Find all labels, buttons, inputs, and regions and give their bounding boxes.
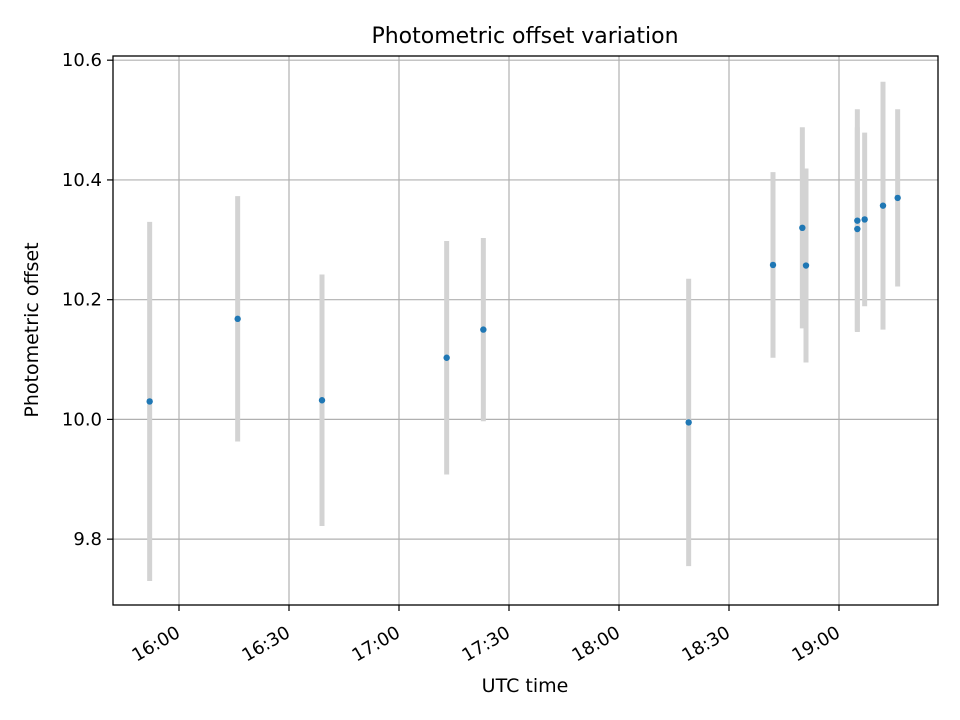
y-tick-label: 10.6 [62, 50, 102, 71]
data-point [799, 224, 806, 232]
y-tick-label: 9.8 [73, 529, 102, 550]
y-axis-label: Photometric offset [21, 242, 43, 417]
data-point [802, 262, 810, 269]
data-point [854, 217, 861, 224]
data-point [769, 261, 777, 269]
data-point [861, 216, 868, 223]
y-tick-label: 10.2 [62, 290, 102, 311]
data-point [879, 202, 887, 209]
y-tick-label: 10.0 [62, 409, 102, 430]
data-point [480, 326, 487, 333]
data-point [854, 225, 861, 233]
plot-frame [112, 55, 939, 606]
data-point [443, 354, 450, 361]
marker-layer [146, 194, 901, 426]
data-point [234, 315, 241, 323]
data-point [146, 398, 153, 405]
chart-title: Photometric offset variation [371, 24, 678, 49]
data-point [685, 419, 692, 426]
data-point [894, 194, 901, 202]
data-point [318, 397, 326, 404]
y-tick-label: 10.4 [62, 170, 102, 191]
x-axis-label: UTC time [482, 675, 569, 697]
